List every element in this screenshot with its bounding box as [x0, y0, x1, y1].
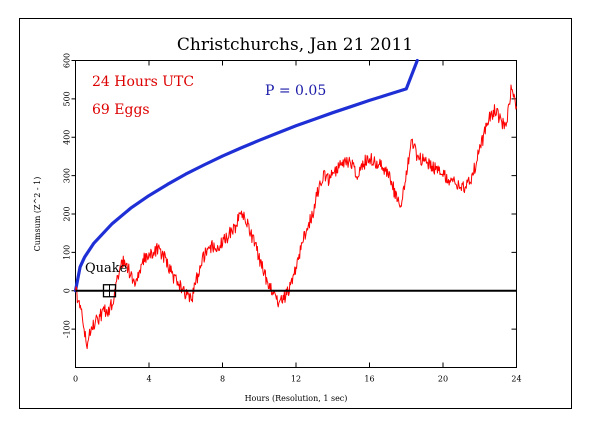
x-axis: 0 4 8 12 16 20 24 [73, 60, 522, 384]
outer-frame [19, 18, 572, 409]
series-envelope-line [73, 58, 419, 293]
y-tick-label: -100 [63, 320, 72, 338]
x-tick-label: 16 [364, 375, 374, 384]
y-tick-label: 400 [63, 130, 72, 145]
x-tick-label: 8 [220, 375, 225, 384]
y-tick-label: 600 [63, 53, 72, 68]
y-tick-label: 200 [63, 206, 72, 221]
chart-title: Christchurchs, Jan 21 2011 [177, 35, 413, 55]
probability-annotation: P = 0.05 [265, 83, 326, 99]
y-axis-label: Cumsum (Z^2 - 1) [33, 177, 42, 252]
series-cumsum-line [75, 84, 517, 350]
quake-label: Quake [85, 261, 128, 276]
x-tick-label: 24 [511, 375, 521, 384]
period-annotation: 24 Hours UTC [92, 74, 194, 90]
series-layer [73, 58, 517, 350]
x-tick-label: 4 [146, 375, 151, 384]
x-axis-label: Hours (Resolution, 1 sec) [245, 394, 348, 403]
eggs-annotation: 69 Eggs [92, 102, 150, 118]
y-tick-label: 500 [63, 91, 72, 106]
x-tick-label: 0 [73, 375, 78, 384]
y-tick-label: 100 [63, 245, 72, 260]
y-tick-label: 300 [63, 168, 72, 183]
y-tick-label: 0 [63, 288, 72, 293]
x-tick-label: 20 [438, 375, 448, 384]
x-tick-label: 12 [291, 375, 301, 384]
